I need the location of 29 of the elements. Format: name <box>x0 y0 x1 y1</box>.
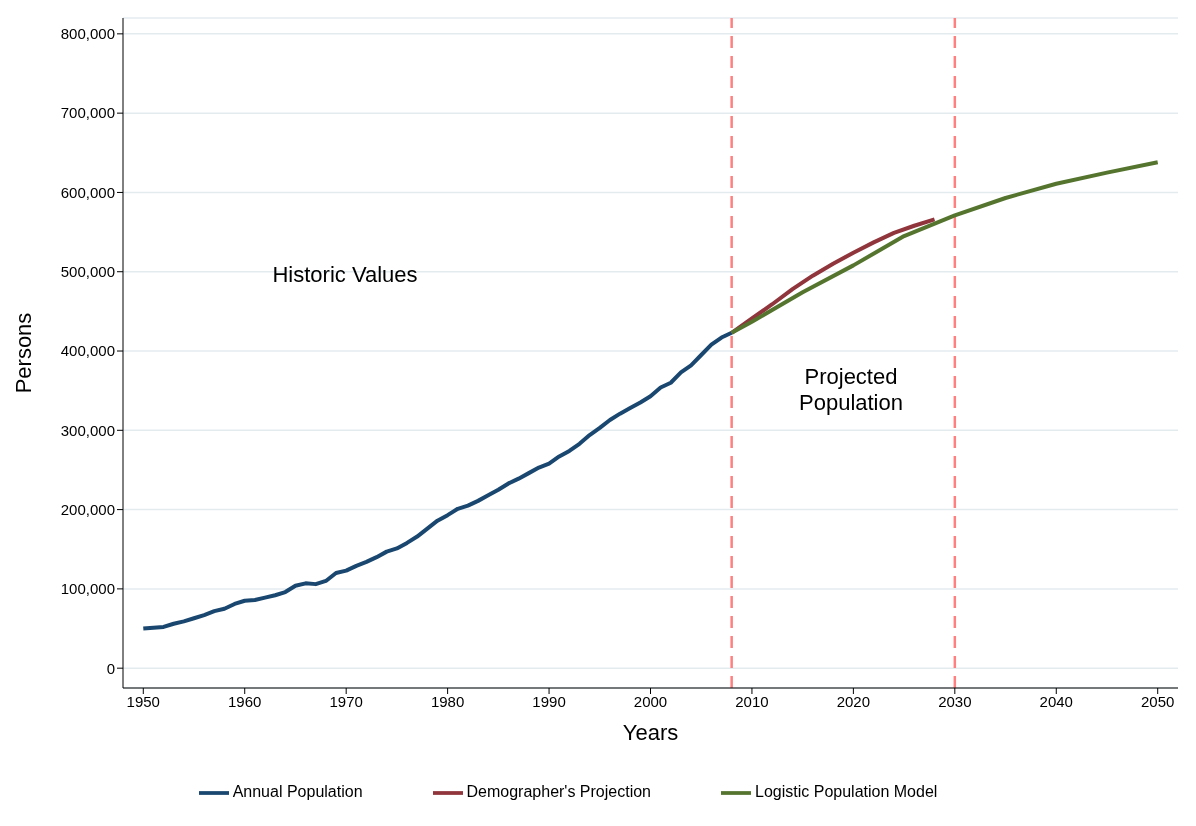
annotation: Projected Population <box>798 364 904 416</box>
x-tick-label: 2010 <box>735 692 769 710</box>
x-tick-label: 1990 <box>532 692 566 710</box>
y-axis-title: Persons <box>10 312 36 394</box>
x-axis-title: Years <box>622 720 679 745</box>
y-tick-label: 200,000 <box>60 500 115 518</box>
annotation: Historic Values <box>271 262 419 288</box>
y-tick-label: 500,000 <box>60 263 115 281</box>
legend-label: Logistic Population Model <box>755 783 938 801</box>
line-series <box>729 160 1160 335</box>
x-tick-label: 2040 <box>1039 692 1073 710</box>
x-tick-label: 1950 <box>126 692 160 710</box>
line-series <box>141 330 734 631</box>
x-tick-label: 2050 <box>1141 692 1175 710</box>
x-tick-label: 1960 <box>228 692 262 710</box>
y-tick-label: 800,000 <box>60 25 115 43</box>
y-tick-label: 100,000 <box>60 580 115 598</box>
y-tick-label: 600,000 <box>60 183 115 201</box>
legend-label: Annual Population <box>232 783 363 801</box>
x-tick-label: 2030 <box>938 692 972 710</box>
y-tick-label: 700,000 <box>60 104 115 122</box>
x-tick-label: 2000 <box>633 692 668 710</box>
y-tick-label: 400,000 <box>60 342 115 360</box>
legend-label: Demographer's Projection <box>466 783 652 801</box>
y-tick-label: 300,000 <box>60 421 115 439</box>
y-tick-label: 0 <box>106 659 115 677</box>
x-tick-label: 2020 <box>836 692 871 710</box>
x-tick-label: 1970 <box>329 692 363 710</box>
x-tick-label: 1980 <box>430 692 465 710</box>
